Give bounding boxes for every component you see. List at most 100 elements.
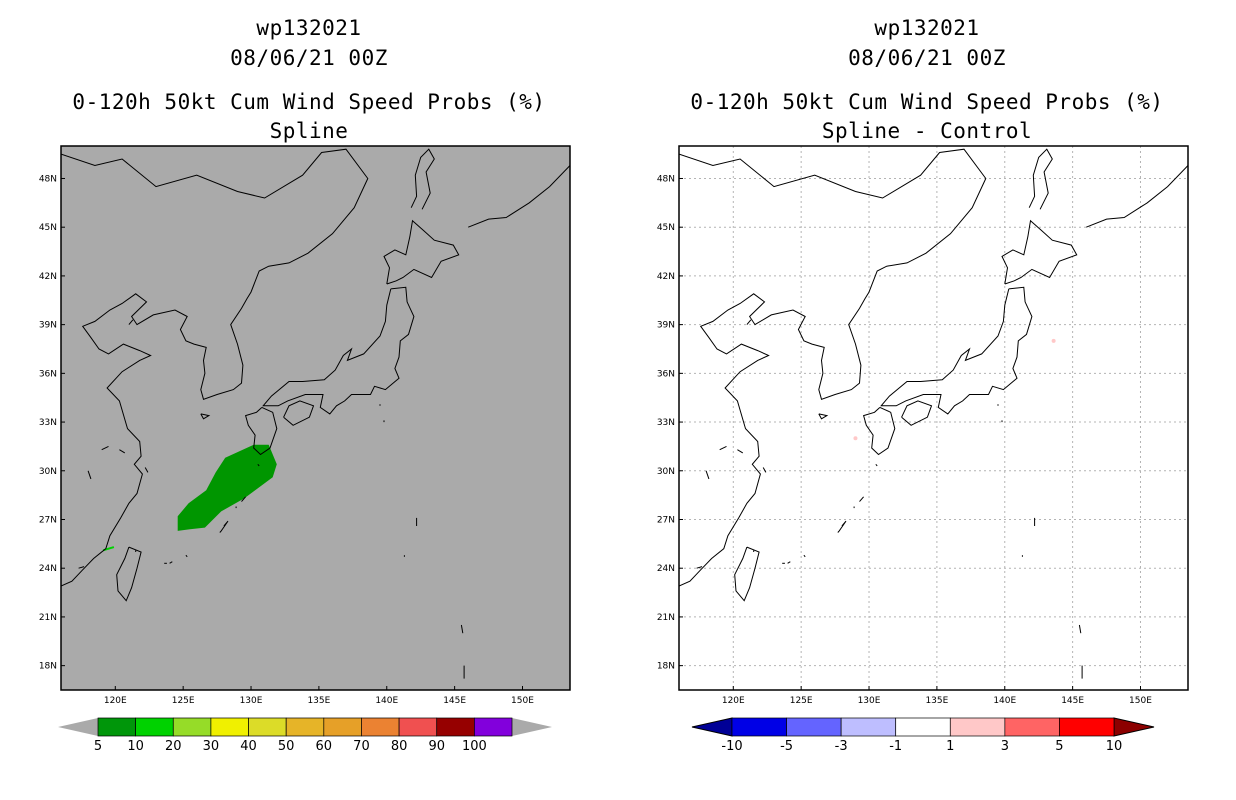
colorbar-label: -1 (889, 739, 902, 754)
island-coastline (837, 520, 847, 533)
island-coastline (705, 470, 710, 480)
lat-tick-label: 39N (39, 321, 57, 331)
island-coastline (128, 319, 134, 325)
island-coastline (803, 554, 806, 558)
coastline (862, 406, 896, 456)
lat-tick-label: 33N (657, 418, 675, 428)
lat-tick-label: 33N (39, 418, 57, 428)
storm-id: wp132021 (256, 16, 362, 40)
lon-tick-label: 120E (104, 696, 127, 706)
colorbar-label: 70 (353, 739, 370, 754)
colorbar-label: 80 (391, 739, 408, 754)
map-frame (60, 145, 571, 691)
datetime: 08/06/21 00Z (848, 46, 1006, 70)
coastline (734, 546, 760, 602)
colorbar-swatch (895, 717, 951, 737)
coastline (262, 286, 415, 415)
colorbar-label: 1 (946, 739, 954, 754)
lat-tick-label: 45N (39, 223, 57, 233)
island-coastline (1082, 710, 1083, 712)
island-coastline (818, 413, 829, 420)
colorbar-label: 90 (428, 739, 445, 754)
colorbar-swatch (323, 717, 362, 737)
coastline (383, 219, 460, 285)
colorbar-label: 50 (278, 739, 295, 754)
colorbar-label: 5 (94, 739, 102, 754)
colorbar-label: 5 (1055, 739, 1063, 754)
colorbar-swatch (172, 717, 212, 737)
plot-title: 0-120h 50kt Cum Wind Speed Probs (%) (72, 90, 546, 114)
colorbar-left-arrow (691, 717, 733, 737)
island-coastline (464, 710, 465, 712)
colorbar-left-arrow (58, 718, 98, 736)
colorbar-swatch (135, 717, 174, 737)
lon-tick-label: 130E (240, 696, 263, 706)
colorbar-label: 20 (165, 739, 182, 754)
island-coastline (468, 165, 570, 228)
colorbar-swatch (285, 717, 325, 737)
lon-tick-label: 150E (511, 696, 534, 706)
storm-id: wp132021 (874, 16, 980, 40)
coastline (1028, 148, 1053, 210)
colorbar-swatch (398, 717, 438, 737)
coastline (880, 286, 1033, 415)
colorbar-swatch (1004, 717, 1060, 737)
coastline (116, 546, 142, 602)
left-panel: wp132021 08/06/21 00Z 0-120h 50kt Cum Wi… (39, 16, 571, 754)
lat-tick-label: 21N (657, 613, 675, 623)
plot-subtitle: Spline (269, 119, 349, 143)
colorbar-swatch (949, 717, 1006, 737)
island-coastline (762, 467, 767, 473)
island-coastline (719, 445, 727, 451)
coastline (283, 400, 315, 426)
lat-tick-label: 27N (657, 515, 675, 525)
lat-tick-label: 30N (39, 467, 57, 477)
lat-tick-label: 36N (657, 369, 675, 379)
colorbar-swatch (786, 717, 842, 737)
lon-tick-label: 140E (993, 696, 1016, 706)
colorbar-label: -3 (835, 739, 848, 754)
lon-tick-label: 140E (375, 696, 398, 706)
colorbar-label: -10 (721, 739, 742, 754)
island-coastline (200, 413, 211, 420)
lon-tick-label: 135E (925, 696, 948, 706)
lat-tick-label: 45N (657, 223, 675, 233)
colorbar-swatch (436, 717, 475, 737)
colorbar-right-arrow (1113, 717, 1155, 737)
colorbar-label: 40 (240, 739, 257, 754)
map-background (679, 146, 1188, 690)
lat-tick-label: 18N (657, 662, 675, 672)
probability-swath (177, 444, 277, 531)
island-coastline (696, 566, 703, 569)
map-background (61, 146, 570, 690)
difference-spot (1051, 338, 1056, 343)
lat-tick-label: 27N (39, 515, 57, 525)
colorbar: -10 -5 -3 -1 1 3 5 10 (691, 717, 1155, 754)
plot-title: 0-120h 50kt Cum Wind Speed Probs (%) (690, 90, 1164, 114)
lon-tick-label: 125E (790, 696, 813, 706)
lon-tick-label: 120E (722, 696, 745, 706)
colorbar-right-arrow (512, 718, 552, 736)
map-left: 120E 125E 130E 135E 140E 145E 150E 48N 45N 42N 39N… (39, 145, 571, 754)
lon-tick-label: 145E (443, 696, 466, 706)
colorbar-label: 10 (1106, 739, 1123, 754)
map-content (679, 146, 1188, 712)
island-coastline (787, 561, 791, 564)
island-coastline (241, 496, 246, 502)
colorbar-label: 100 (462, 739, 487, 754)
island-coastline (169, 561, 173, 564)
colorbar-swatch (840, 717, 897, 737)
lat-tick-label: 48N (39, 174, 57, 184)
colorbar-swatch (1059, 717, 1115, 737)
difference-spot (853, 436, 858, 441)
map-right: 120E 125E 130E 135E 140E 145E 150E 48N 45N 42N 39N… (657, 145, 1189, 754)
lat-tick-label: 18N (39, 662, 57, 672)
coastline (410, 148, 435, 210)
island-coastline (78, 566, 85, 569)
coastline (244, 406, 278, 456)
island-coastline (119, 449, 126, 454)
coastline (901, 400, 933, 426)
plot-subtitle: Spline - Control (821, 119, 1033, 143)
lat-tick-label: 42N (39, 272, 57, 282)
colorbar-swatch (474, 717, 513, 737)
